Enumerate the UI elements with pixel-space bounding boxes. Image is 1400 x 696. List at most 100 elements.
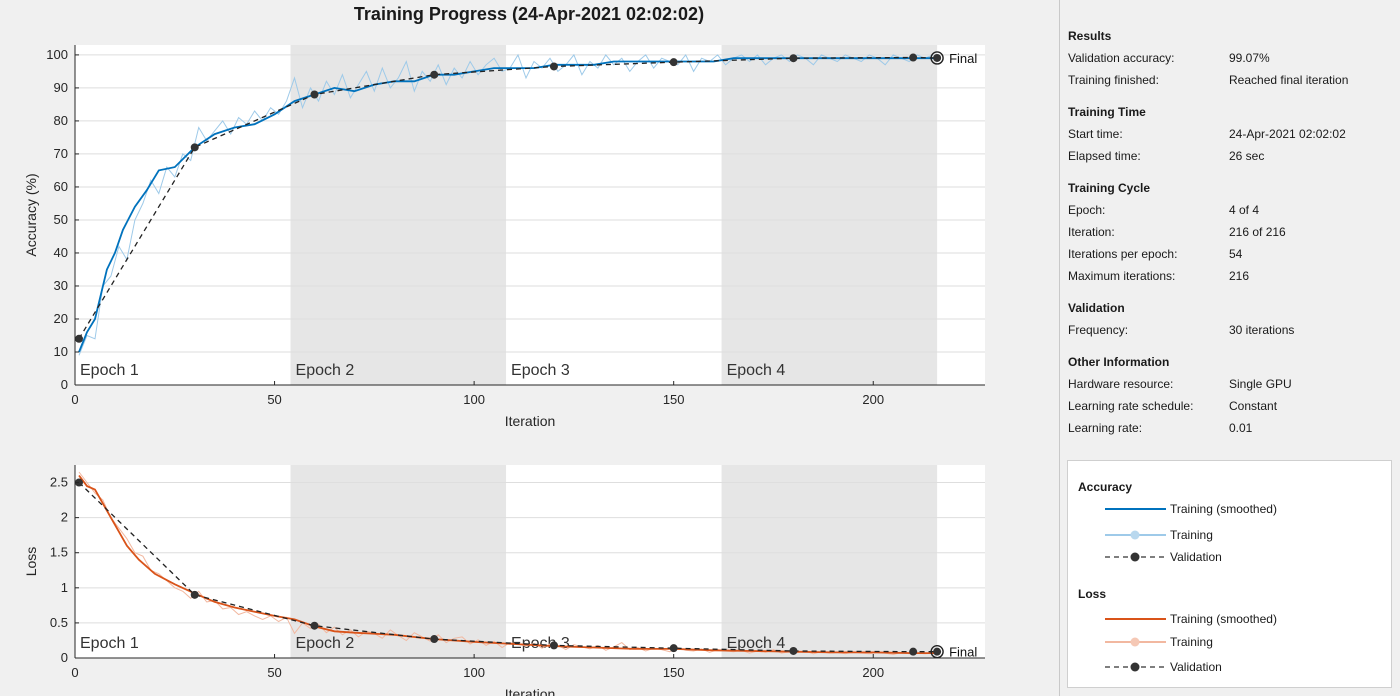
epoch-shade <box>290 465 507 658</box>
series-training-smoothed-line <box>78 474 938 654</box>
info-key: Maximum iterations: <box>1068 269 1176 283</box>
legend-swatch-loss-validation <box>1105 662 1166 672</box>
y-tick-label: 60 <box>54 179 68 194</box>
y-tick-label: 20 <box>54 311 68 326</box>
epoch-shade <box>290 45 507 385</box>
info-value: 216 of 216 <box>1229 225 1286 239</box>
info-key: Elapsed time: <box>1068 149 1141 163</box>
info-key: Hardware resource: <box>1068 377 1174 391</box>
training-info-panel: Results Validation accuracy: 99.07% Trainin… <box>1059 0 1399 696</box>
info-key: Iteration: <box>1068 225 1115 239</box>
x-tick-label: 50 <box>267 665 281 680</box>
info-value: 30 iterations <box>1229 323 1295 337</box>
epoch-label: Epoch 2 <box>296 362 355 379</box>
info-key: Validation accuracy: <box>1068 51 1175 65</box>
legend-label: Training <box>1170 528 1213 542</box>
info-section-title: Results <box>1068 29 1112 43</box>
info-section: Other Information Hardware resource: Singl… <box>1068 354 1388 442</box>
training-progress-charts: Training Progress (24-Apr-2021 02:02:02)… <box>23 4 985 696</box>
final-label: Final <box>949 645 977 660</box>
info-section-title: Training Cycle <box>1068 181 1151 195</box>
info-row: Maximum iterations: 216 <box>1068 268 1388 290</box>
legend-title-loss: Loss <box>1078 587 1107 601</box>
info-section-title: Validation <box>1068 301 1125 315</box>
y-axis-label: Loss <box>23 547 39 577</box>
x-tick-label: 200 <box>862 665 884 680</box>
info-row: Epoch: 4 of 4 <box>1068 202 1388 224</box>
info-key: Iterations per epoch: <box>1068 247 1178 261</box>
y-tick-label: 0 <box>61 650 68 665</box>
info-key: Learning rate: <box>1068 421 1143 435</box>
info-value: Single GPU <box>1229 377 1292 391</box>
x-tick-label: 150 <box>663 665 685 680</box>
validation-point <box>190 590 199 599</box>
y-tick-label: 0.5 <box>50 615 68 630</box>
validation-point <box>430 70 439 79</box>
x-axis-label: Iteration <box>505 686 556 696</box>
legend-label: Training (smoothed) <box>1170 612 1277 626</box>
info-section: Training Time Start time: 24-Apr-2021 02:0… <box>1068 104 1388 170</box>
info-section: Results Validation accuracy: 99.07% Trainin… <box>1068 28 1388 94</box>
info-row: Iterations per epoch: 54 <box>1068 246 1388 268</box>
y-tick-label: 1.5 <box>50 545 68 560</box>
info-row: Iteration: 216 of 216 <box>1068 224 1388 246</box>
training-info: Results Validation accuracy: 99.07% Trainin… <box>1068 28 1388 452</box>
final-label: Final <box>949 51 977 66</box>
info-value: Constant <box>1229 399 1278 413</box>
info-value: 0.01 <box>1229 421 1253 435</box>
y-tick-label: 10 <box>54 344 68 359</box>
info-value: 216 <box>1229 269 1250 283</box>
validation-point <box>933 53 942 62</box>
validation-point <box>310 621 319 630</box>
info-key: Epoch: <box>1068 203 1106 217</box>
legend-loss-validation: Validation <box>1103 657 1222 677</box>
info-row: Validation accuracy: 99.07% <box>1068 50 1388 72</box>
y-tick-label: 30 <box>54 278 68 293</box>
y-tick-label: 100 <box>46 47 68 62</box>
validation-point <box>430 635 439 644</box>
legend-accuracy-smoothed: Training (smoothed) <box>1103 499 1277 519</box>
epoch-label: Epoch 4 <box>727 635 786 652</box>
legend-label: Validation <box>1170 660 1222 674</box>
validation-point <box>549 62 558 71</box>
legend-label: Validation <box>1170 550 1222 564</box>
legend-swatch-loss-smoothed <box>1105 618 1166 620</box>
chart-title: Training Progress (24-Apr-2021 02:02:02) <box>354 4 704 24</box>
x-tick-label: 150 <box>663 392 685 407</box>
legend-loss-training: Training <box>1103 632 1213 652</box>
legend-accuracy-training: Training <box>1103 525 1213 545</box>
x-tick-label: 200 <box>862 392 884 407</box>
info-row: Hardware resource: Single GPU <box>1068 376 1388 398</box>
info-key: Start time: <box>1068 127 1123 141</box>
x-tick-label: 100 <box>463 392 485 407</box>
legend-swatch-loss-training <box>1105 637 1166 647</box>
info-row: Learning rate: 0.01 <box>1068 420 1388 442</box>
legend-accuracy-validation: Validation <box>1103 547 1222 567</box>
validation-point <box>933 647 942 656</box>
x-axis-label: Iteration <box>505 413 556 429</box>
validation-point <box>909 53 918 62</box>
legend-swatch-accuracy-validation <box>1105 552 1166 562</box>
x-tick-label: 100 <box>463 665 485 680</box>
info-value: 26 sec <box>1229 149 1265 163</box>
legend-swatch-accuracy-training <box>1105 530 1166 540</box>
epoch-label: Epoch 1 <box>80 635 139 652</box>
y-tick-label: 2 <box>61 510 68 525</box>
y-tick-label: 70 <box>54 146 68 161</box>
info-value: 54 <box>1229 247 1243 261</box>
info-section-title: Training Time <box>1068 105 1146 119</box>
info-value: 4 of 4 <box>1229 203 1260 217</box>
legend-label: Training <box>1170 635 1213 649</box>
validation-point <box>190 143 199 152</box>
x-tick-label: 50 <box>267 392 281 407</box>
validation-point <box>310 90 319 99</box>
y-tick-label: 2.5 <box>50 475 68 490</box>
y-tick-label: 50 <box>54 212 68 227</box>
x-tick-label: 0 <box>71 392 78 407</box>
y-tick-label: 1 <box>61 580 68 595</box>
info-row: Learning rate schedule: Constant <box>1068 398 1388 420</box>
epoch-shade <box>721 45 938 385</box>
info-value: 24-Apr-2021 02:02:02 <box>1229 127 1346 141</box>
